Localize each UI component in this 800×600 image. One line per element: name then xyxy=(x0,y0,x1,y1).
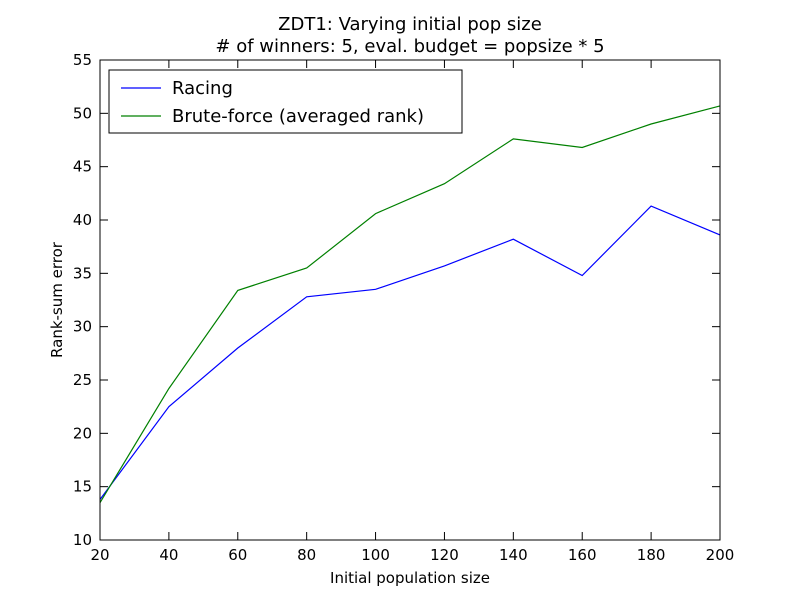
x-tick-label: 200 xyxy=(706,546,735,564)
ticks-layer: 20 40 60 80 100 120 140 160 180 200 10 15 20 25 30 35 40… xyxy=(73,51,734,564)
x-tick-label: 160 xyxy=(568,546,597,564)
y-tick-label: 30 xyxy=(73,318,92,336)
y-tick-label: 50 xyxy=(73,104,92,122)
x-tick-label: 80 xyxy=(297,546,316,564)
x-tick-label: 100 xyxy=(361,546,390,564)
legend-label-2: Brute-force (averaged rank) xyxy=(172,106,424,127)
x-tick-label: 40 xyxy=(159,546,178,564)
series-line-2 xyxy=(99,105,721,504)
series-line-1 xyxy=(99,205,721,500)
y-tick-label: 25 xyxy=(73,371,92,389)
x-tick-label: 140 xyxy=(499,546,528,564)
x-axis-label: Initial population size xyxy=(330,569,490,587)
y-tick-label: 15 xyxy=(73,478,92,496)
y-tick-label: 40 xyxy=(73,211,92,229)
y-axis-label: Rank-sum error xyxy=(48,241,66,358)
series-layer xyxy=(99,105,721,504)
y-tick-label: 35 xyxy=(73,264,92,282)
legend-box xyxy=(108,69,463,134)
y-tick-label: 20 xyxy=(73,424,92,442)
plot-frame xyxy=(99,59,721,541)
y-tick-label: 55 xyxy=(73,51,92,69)
chart-title: ZDT1: Varying initial pop size xyxy=(278,14,542,35)
x-tick-label: 60 xyxy=(228,546,247,564)
x-tick-label: 20 xyxy=(90,546,109,564)
x-tick-label: 120 xyxy=(430,546,459,564)
x-tick-label: 180 xyxy=(637,546,666,564)
chart-subtitle: # of winners: 5, eval. budget = popsize … xyxy=(215,36,604,57)
legend-label-1: Racing xyxy=(172,78,233,99)
chart-titles: ZDT1: Varying initial pop size # of winn… xyxy=(215,14,604,57)
y-tick-label: 10 xyxy=(73,531,92,549)
y-tick-label: 45 xyxy=(73,158,92,176)
legend: Racing Brute-force (averaged rank) xyxy=(108,69,463,134)
